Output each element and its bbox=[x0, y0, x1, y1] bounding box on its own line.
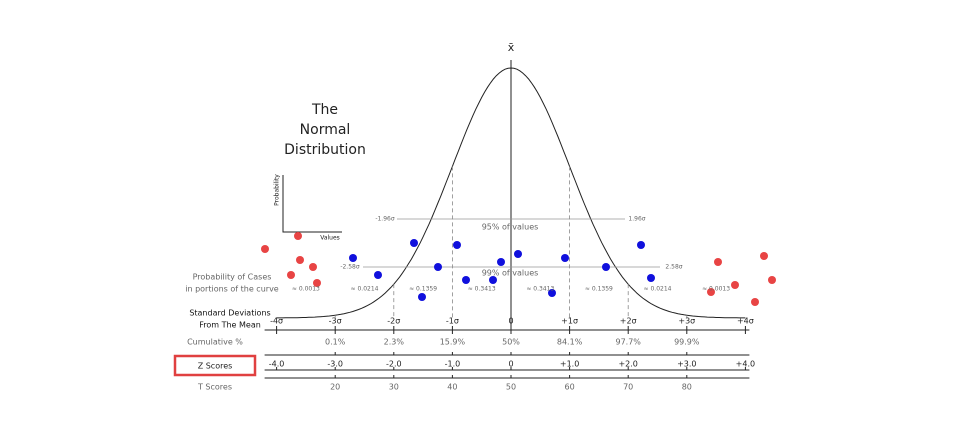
blue-dot bbox=[462, 276, 470, 284]
row-label: From The Mean bbox=[199, 321, 261, 330]
row-label: Cumulative % bbox=[187, 338, 243, 347]
blue-dot bbox=[374, 271, 382, 279]
inset-x-label: Values bbox=[320, 235, 340, 242]
red-dot bbox=[261, 245, 269, 253]
blue-dot bbox=[497, 258, 505, 266]
row-value: -3σ bbox=[329, 317, 342, 326]
row-value: +3σ bbox=[678, 317, 695, 326]
red-dot bbox=[287, 271, 295, 279]
row-value: +4σ bbox=[737, 317, 754, 326]
red-dot bbox=[707, 288, 715, 296]
row-value: 50 bbox=[506, 383, 516, 392]
red-dot bbox=[294, 232, 302, 240]
blue-dot bbox=[453, 241, 461, 249]
blue-dot bbox=[548, 289, 556, 297]
red-dot bbox=[731, 281, 739, 289]
row-value: -2.0 bbox=[386, 360, 402, 369]
title: Distribution bbox=[284, 142, 366, 158]
row-value: 2.3% bbox=[384, 338, 405, 347]
blue-dot bbox=[561, 254, 569, 262]
red-dot bbox=[760, 252, 768, 260]
red-dot bbox=[751, 298, 759, 306]
inset-y-label: Probability bbox=[274, 174, 281, 206]
title: Normal bbox=[300, 122, 351, 138]
highlight-box bbox=[173, 354, 257, 377]
blue-dot bbox=[647, 274, 655, 282]
portion-value: ≈ 0.0013 bbox=[292, 286, 320, 293]
red-dot bbox=[296, 256, 304, 264]
row-value: +3.0 bbox=[677, 360, 696, 369]
row-value: -4.0 bbox=[269, 360, 285, 369]
red-dot bbox=[768, 276, 776, 284]
band-label: -1.96σ bbox=[375, 216, 395, 223]
row-value: 97.7% bbox=[615, 338, 641, 347]
portion-value: ≈ 0.0214 bbox=[644, 286, 672, 293]
row-value: 80 bbox=[682, 383, 692, 392]
row-label: Standard Deviations bbox=[189, 309, 270, 318]
row-value: 70 bbox=[623, 383, 633, 392]
blue-dot bbox=[349, 254, 357, 262]
row-value: 15.9% bbox=[440, 338, 466, 347]
row-value: -4σ bbox=[270, 317, 283, 326]
portion-value: ≈ 0.3413 bbox=[526, 286, 554, 293]
row-value: -1.0 bbox=[445, 360, 461, 369]
row-value: 0 bbox=[508, 317, 513, 326]
row-value: +1σ bbox=[561, 317, 578, 326]
row-value: 99.9% bbox=[674, 338, 700, 347]
row-label: Z Scores bbox=[198, 362, 233, 371]
band-label: 1.96σ bbox=[628, 216, 645, 223]
red-dot bbox=[309, 263, 317, 271]
row-value: 50% bbox=[502, 338, 520, 347]
row-value: +1.0 bbox=[560, 360, 579, 369]
row-value: 84.1% bbox=[557, 338, 583, 347]
row-value: -1σ bbox=[446, 317, 459, 326]
blue-dot bbox=[418, 293, 426, 301]
title: The bbox=[311, 102, 338, 118]
red-dot bbox=[313, 279, 321, 287]
blue-dot bbox=[602, 263, 610, 271]
row-value: 60 bbox=[565, 383, 575, 392]
row-label: in portions of the curve bbox=[185, 285, 279, 294]
blue-dot bbox=[434, 263, 442, 271]
portion-value: ≈ 0.0013 bbox=[702, 286, 730, 293]
row-value: 0.1% bbox=[325, 338, 346, 347]
portion-value: ≈ 0.0214 bbox=[351, 286, 379, 293]
mean-symbol: x̄ bbox=[508, 41, 515, 54]
row-value: 0 bbox=[508, 360, 513, 369]
blue-dot bbox=[489, 276, 497, 284]
band-text: 95% of values bbox=[482, 223, 539, 232]
row-value: +2σ bbox=[620, 317, 637, 326]
band-label: -2.58σ bbox=[340, 264, 360, 271]
row-value: +4.0 bbox=[736, 360, 755, 369]
portion-value: ≈ 0.1359 bbox=[585, 286, 613, 293]
row-value: -3.0 bbox=[327, 360, 343, 369]
dots bbox=[261, 232, 776, 306]
blue-dot bbox=[410, 239, 418, 247]
row-label: Probability of Cases bbox=[193, 273, 272, 282]
band-label: 2.58σ bbox=[665, 264, 682, 271]
blue-dot bbox=[637, 241, 645, 249]
row-value: 40 bbox=[447, 383, 457, 392]
row-value: +2.0 bbox=[618, 360, 637, 369]
band-text: 99% of values bbox=[482, 269, 539, 278]
portion-value: ≈ 0.1359 bbox=[409, 286, 437, 293]
portion-value: ≈ 0.3413 bbox=[468, 286, 496, 293]
inset-axes bbox=[282, 175, 342, 233]
row-value: 30 bbox=[389, 383, 399, 392]
blue-dot bbox=[514, 250, 522, 258]
row-value: -2σ bbox=[387, 317, 400, 326]
row-value: 20 bbox=[330, 383, 340, 392]
row-label: T Scores bbox=[197, 383, 232, 392]
red-dot bbox=[714, 258, 722, 266]
